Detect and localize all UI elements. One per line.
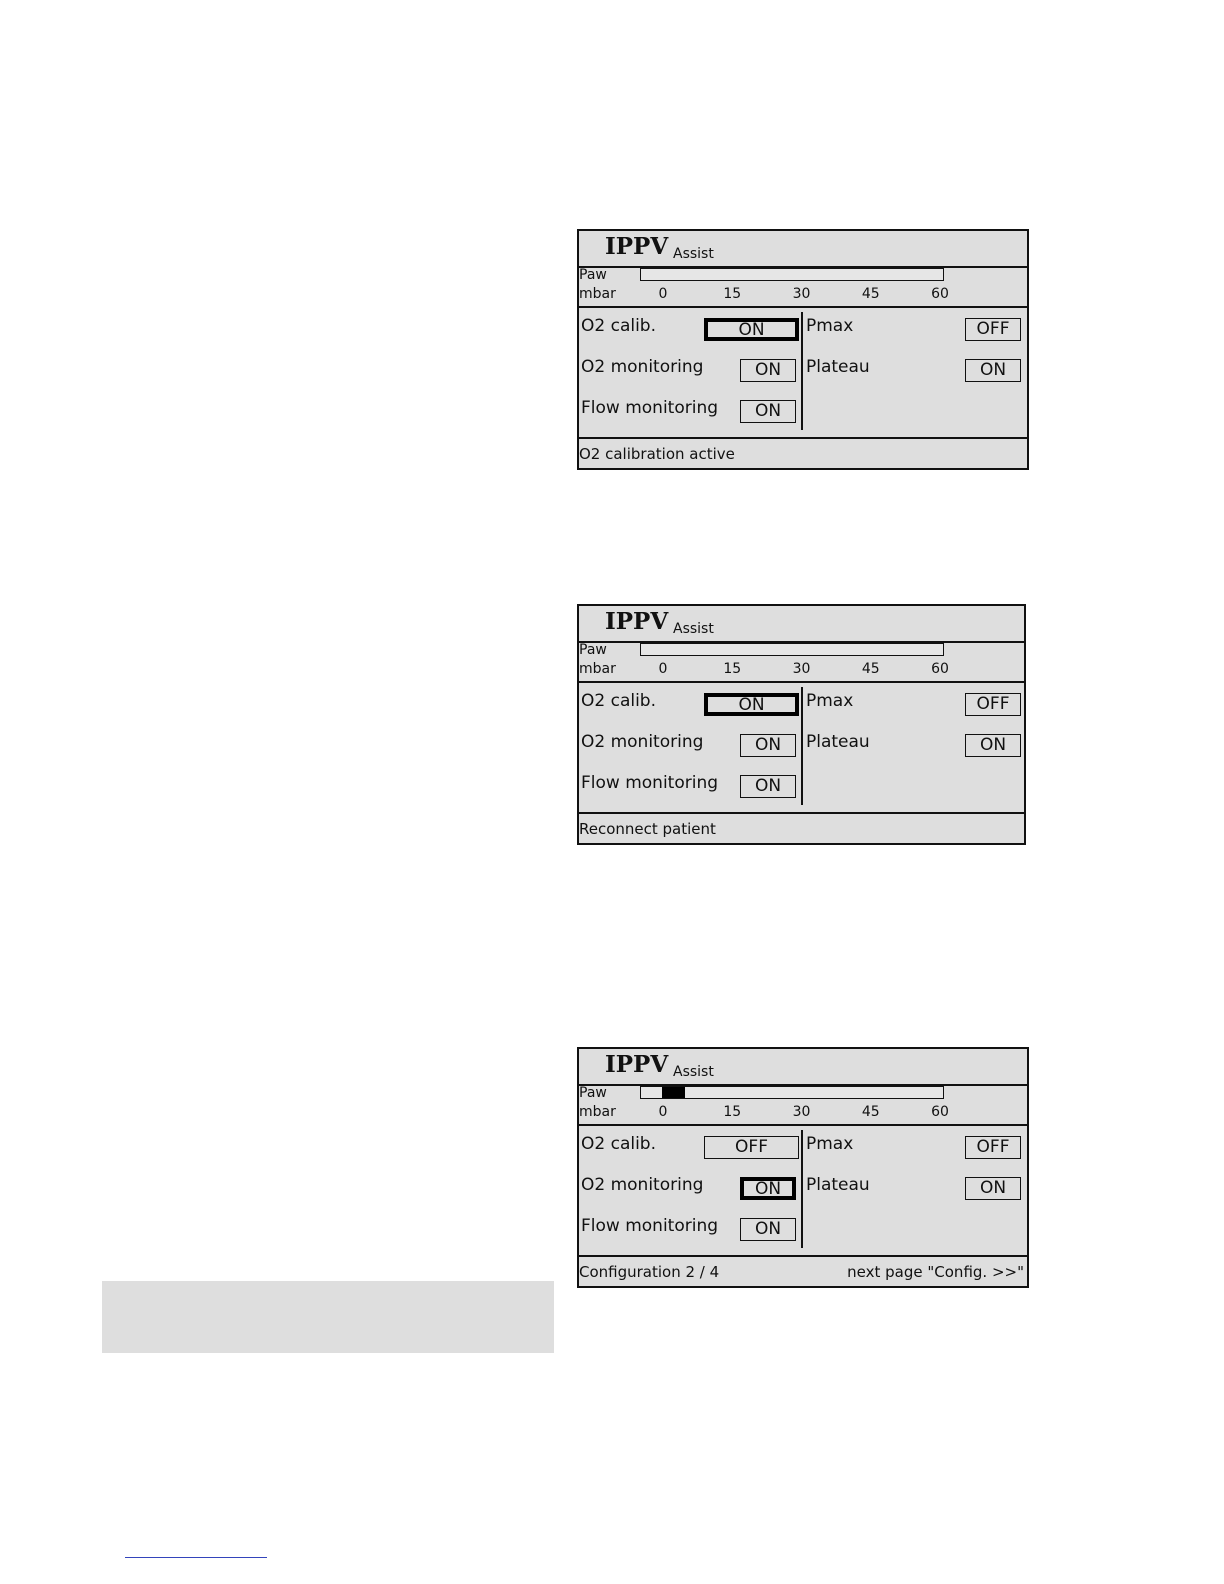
setting-toggle[interactable]: ON [740, 1177, 796, 1200]
setting-toggle[interactable]: ON [740, 1218, 796, 1241]
scale-tick: 15 [723, 286, 742, 302]
scale-tick: 60 [931, 1104, 949, 1120]
setting-toggle[interactable]: OFF [965, 1136, 1021, 1159]
pressure-bar [640, 643, 944, 656]
paw-label: Paw [579, 1085, 607, 1101]
mode-header: IPPV Assist [579, 231, 1027, 268]
paw-label: Paw [579, 642, 607, 658]
setting-label: O2 calib. [581, 691, 657, 711]
status-message: O2 calibration active [579, 445, 735, 463]
paw-gauge: Paw mbar 0 15 30 45 60 [579, 1084, 1027, 1126]
paw-label: Paw [579, 267, 607, 283]
mode-subtitle: Assist [673, 246, 714, 262]
scale-tick: 45 [861, 286, 880, 302]
ventilator-screen: IPPV Assist Paw mbar 0 15 30 45 60 O2 calib. ON O2 … [577, 229, 1029, 470]
mode-subtitle: Assist [673, 621, 714, 637]
setting-label: Plateau [806, 732, 870, 752]
status-line: Configuration 2 / 4 next page "Config. >>… [579, 1255, 1027, 1286]
pressure-bar [640, 1086, 944, 1099]
pressure-bar-fill [662, 1087, 686, 1098]
setting-toggle[interactable]: ON [740, 734, 796, 757]
setting-toggle[interactable]: OFF [965, 318, 1021, 341]
mode-title: IPPV [605, 1051, 669, 1078]
status-message: Reconnect patient [579, 820, 716, 838]
setting-toggle[interactable]: OFF [965, 693, 1021, 716]
scale-tick: 60 [931, 661, 949, 677]
footer-link-line [125, 1557, 267, 1558]
setting-label: O2 monitoring [581, 1175, 704, 1195]
setting-toggle[interactable]: ON [740, 359, 796, 382]
setting-toggle[interactable]: ON [965, 1177, 1021, 1200]
unit-label: mbar [579, 1104, 616, 1120]
setting-label: O2 calib. [581, 316, 657, 336]
setting-label: O2 monitoring [581, 732, 704, 752]
setting-toggle[interactable]: ON [965, 734, 1021, 757]
settings-panel: O2 calib. OFF O2 monitoring ON Flow monitori… [579, 1124, 1027, 1257]
scale-tick: 0 [658, 661, 668, 677]
ventilator-screen: IPPV Assist Paw mbar 0 15 30 45 60 O2 calib. ON O2 … [577, 604, 1026, 845]
setting-label: Flow monitoring [581, 773, 719, 793]
scale-tick: 30 [792, 286, 811, 302]
setting-toggle[interactable]: ON [965, 359, 1021, 382]
note-box [102, 1281, 554, 1353]
settings-panel: O2 calib. ON O2 monitoring ON Flow monitorin… [579, 306, 1027, 439]
status-hint: next page "Config. >>" [847, 1263, 1024, 1281]
mode-subtitle: Assist [673, 1064, 714, 1080]
scale-tick: 45 [861, 1104, 880, 1120]
setting-toggle[interactable]: OFF [704, 1136, 799, 1159]
setting-toggle[interactable]: ON [740, 775, 796, 798]
status-line: Reconnect patient [579, 812, 1024, 843]
ventilator-screen: IPPV Assist Paw mbar 0 15 30 45 60 O2 calib. OFF O2… [577, 1047, 1029, 1288]
setting-toggle[interactable]: ON [740, 400, 796, 423]
setting-label: Pmax [806, 1134, 854, 1154]
unit-label: mbar [579, 661, 616, 677]
setting-label: Plateau [806, 357, 870, 377]
status-line: O2 calibration active [579, 437, 1027, 468]
setting-toggle[interactable]: ON [704, 693, 799, 716]
column-divider [801, 1130, 803, 1248]
scale-tick: 15 [723, 661, 742, 677]
scale-tick: 30 [792, 1104, 811, 1120]
scale-tick: 0 [658, 286, 668, 302]
scale-tick: 30 [792, 661, 811, 677]
status-message: Configuration 2 / 4 [579, 1263, 720, 1281]
mode-title: IPPV [605, 608, 669, 635]
mode-title: IPPV [605, 233, 669, 260]
scale-tick: 15 [723, 1104, 742, 1120]
setting-label: Flow monitoring [581, 1216, 719, 1236]
paw-gauge: Paw mbar 0 15 30 45 60 [579, 266, 1027, 308]
setting-label: Pmax [806, 316, 854, 336]
setting-label: Flow monitoring [581, 398, 719, 418]
setting-toggle[interactable]: ON [704, 318, 799, 341]
setting-label: O2 calib. [581, 1134, 657, 1154]
mode-header: IPPV Assist [579, 606, 1024, 643]
setting-label: Plateau [806, 1175, 870, 1195]
paw-gauge: Paw mbar 0 15 30 45 60 [579, 641, 1024, 683]
setting-label: O2 monitoring [581, 357, 704, 377]
scale-tick: 45 [861, 661, 880, 677]
column-divider [801, 687, 803, 805]
column-divider [801, 312, 803, 430]
unit-label: mbar [579, 286, 616, 302]
settings-panel: O2 calib. ON O2 monitoring ON Flow monitorin… [579, 681, 1024, 814]
scale-tick: 60 [931, 286, 949, 302]
setting-label: Pmax [806, 691, 854, 711]
mode-header: IPPV Assist [579, 1049, 1027, 1086]
pressure-bar [640, 268, 944, 281]
scale-tick: 0 [658, 1104, 668, 1120]
